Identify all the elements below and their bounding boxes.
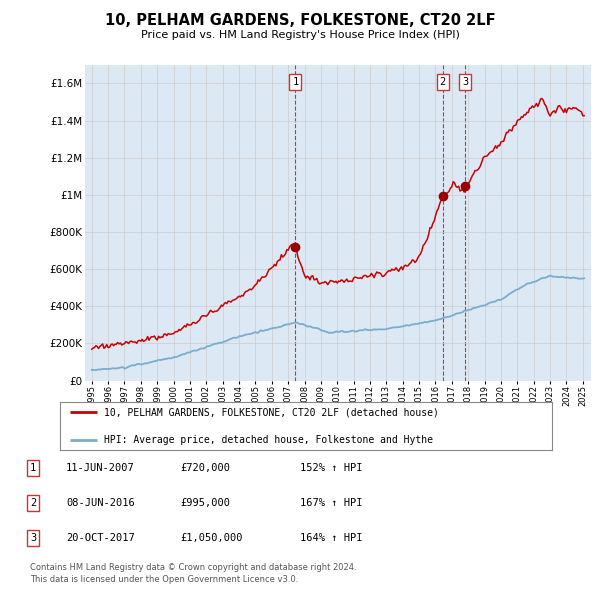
Text: 2: 2 <box>30 498 36 508</box>
Text: HPI: Average price, detached house, Folkestone and Hythe: HPI: Average price, detached house, Folk… <box>104 434 433 444</box>
Text: 167% ↑ HPI: 167% ↑ HPI <box>300 498 362 508</box>
Text: 164% ↑ HPI: 164% ↑ HPI <box>300 533 362 543</box>
Text: Price paid vs. HM Land Registry's House Price Index (HPI): Price paid vs. HM Land Registry's House … <box>140 30 460 40</box>
Text: £720,000: £720,000 <box>180 463 230 473</box>
Text: This data is licensed under the Open Government Licence v3.0.: This data is licensed under the Open Gov… <box>30 575 298 585</box>
Text: 1: 1 <box>292 77 299 87</box>
Text: 3: 3 <box>30 533 36 543</box>
Text: 10, PELHAM GARDENS, FOLKESTONE, CT20 2LF (detached house): 10, PELHAM GARDENS, FOLKESTONE, CT20 2LF… <box>104 408 439 418</box>
Text: £1,050,000: £1,050,000 <box>180 533 242 543</box>
Text: 10, PELHAM GARDENS, FOLKESTONE, CT20 2LF: 10, PELHAM GARDENS, FOLKESTONE, CT20 2LF <box>104 13 496 28</box>
Text: £995,000: £995,000 <box>180 498 230 508</box>
Text: 20-OCT-2017: 20-OCT-2017 <box>66 533 135 543</box>
Text: 152% ↑ HPI: 152% ↑ HPI <box>300 463 362 473</box>
Text: 1: 1 <box>30 463 36 473</box>
Text: Contains HM Land Registry data © Crown copyright and database right 2024.: Contains HM Land Registry data © Crown c… <box>30 562 356 572</box>
Text: 3: 3 <box>462 77 468 87</box>
Text: 08-JUN-2016: 08-JUN-2016 <box>66 498 135 508</box>
Text: 2: 2 <box>440 77 446 87</box>
Text: 11-JUN-2007: 11-JUN-2007 <box>66 463 135 473</box>
